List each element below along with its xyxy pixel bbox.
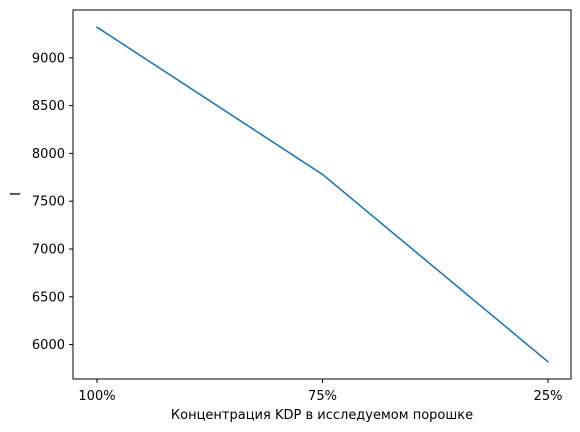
x-axis: 100% 75% 25%: [78, 379, 562, 404]
series-line-0: [95, 26, 550, 363]
x-tick-label: 75%: [308, 389, 337, 404]
series-layer: [95, 26, 550, 363]
y-tick-label: 7000: [32, 242, 65, 257]
x-axis-label: Концентрация KDP в исследуемом порошке: [171, 408, 473, 423]
y-axis: 6000 6500 7000 7500 8000 8500 9000: [32, 51, 73, 353]
plot-area-frame: [72, 9, 572, 380]
y-tick-label: 8000: [32, 147, 65, 162]
y-tick-label: 7500: [32, 195, 65, 210]
y-tick-label: 6500: [32, 290, 65, 305]
x-tick-label: 100%: [78, 389, 115, 404]
x-tick-label: 25%: [534, 389, 563, 404]
y-tick-label: 8500: [32, 99, 65, 114]
y-tick-label: 6000: [32, 338, 65, 353]
y-tick-label: 9000: [32, 51, 65, 66]
y-axis-label: I: [9, 192, 24, 196]
